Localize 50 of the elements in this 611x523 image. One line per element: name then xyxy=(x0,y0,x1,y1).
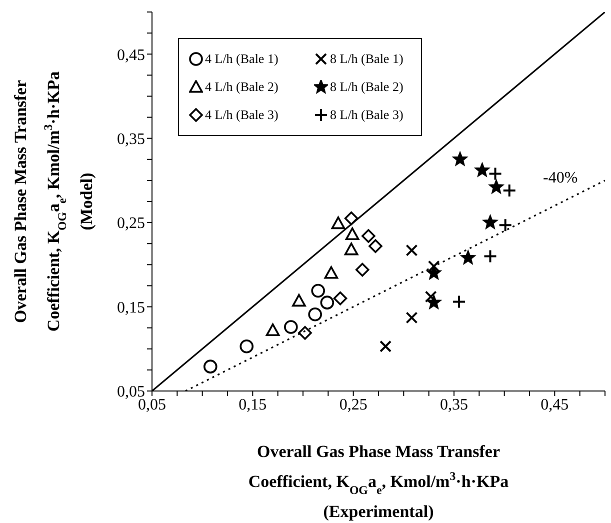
y-tick-label: 0,35 xyxy=(117,131,145,148)
point xyxy=(406,244,418,256)
point xyxy=(406,312,418,324)
point xyxy=(488,166,502,181)
y-tick-label: 0,25 xyxy=(117,215,145,232)
y-tick-label: 0,15 xyxy=(117,299,145,316)
point xyxy=(452,294,466,309)
annotation: -40% xyxy=(542,170,578,187)
point xyxy=(426,294,442,309)
point xyxy=(324,266,338,279)
point xyxy=(298,326,312,340)
point xyxy=(344,242,358,256)
point xyxy=(488,180,504,194)
point xyxy=(284,320,298,334)
point xyxy=(311,284,325,298)
point xyxy=(482,214,498,229)
x-tick-label: 0,05 xyxy=(138,396,166,414)
legend-label: 4 L/h (Bale 1) xyxy=(205,51,278,67)
point xyxy=(355,262,370,277)
point xyxy=(452,152,468,166)
point xyxy=(502,184,516,198)
x-tick-label: 0,25 xyxy=(339,396,368,414)
point xyxy=(426,265,442,280)
point xyxy=(474,162,490,177)
point xyxy=(483,249,498,264)
point xyxy=(240,339,254,354)
y-tick-label: 0,45 xyxy=(117,46,145,64)
legend-label: 4 L/h (Bale 2) xyxy=(205,79,278,95)
legend-label: 8 L/h (Bale 2) xyxy=(330,79,404,95)
legend-label: 4 L/h (Bale 3) xyxy=(205,107,278,123)
point xyxy=(331,216,346,230)
legend-label: 8 L/h (Bale 1) xyxy=(330,51,404,67)
point xyxy=(380,340,392,352)
point xyxy=(460,250,476,264)
point xyxy=(266,323,280,336)
legend-label: 8 L/h (Bale 3) xyxy=(330,107,404,123)
x-tick-label: 0,15 xyxy=(238,396,267,414)
x-tick-label: 0,35 xyxy=(440,396,468,414)
point xyxy=(498,218,512,232)
point xyxy=(203,360,218,374)
point xyxy=(362,229,376,243)
text: Overall Gas Phase Mass Transfer Coefficient, K$_{OG}$a$_{e}$, Kmol/m$^{3}$·h·KPa (Experimental) xyxy=(248,442,509,521)
x-tick-label: 0,45 xyxy=(540,396,569,414)
point xyxy=(308,307,322,322)
point xyxy=(320,296,334,310)
point xyxy=(344,211,358,226)
point xyxy=(345,227,360,240)
point xyxy=(333,291,348,306)
point xyxy=(292,294,306,307)
point xyxy=(368,239,382,254)
